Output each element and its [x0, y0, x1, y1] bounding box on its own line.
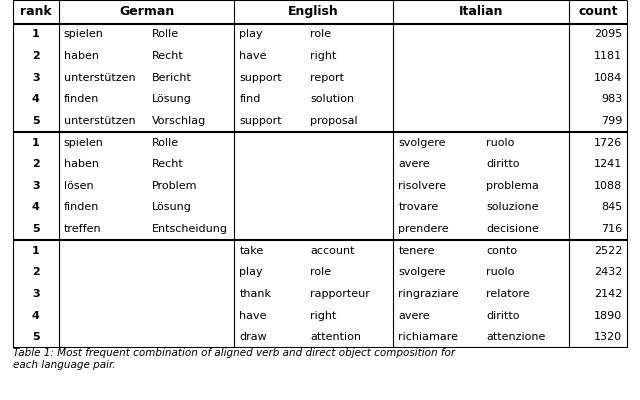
Text: 845: 845: [601, 202, 622, 212]
Text: problema: problema: [486, 181, 539, 191]
Text: Rolle: Rolle: [152, 138, 179, 148]
Text: 799: 799: [601, 116, 622, 126]
Text: 4: 4: [32, 310, 40, 320]
Text: Recht: Recht: [152, 159, 184, 169]
Text: support: support: [239, 116, 282, 126]
Text: play: play: [239, 30, 263, 40]
Text: attention: attention: [310, 332, 362, 342]
Text: diritto: diritto: [486, 159, 520, 169]
Text: haben: haben: [64, 51, 99, 61]
Text: solution: solution: [310, 94, 355, 104]
Text: play: play: [239, 267, 263, 277]
Text: Vorschlag: Vorschlag: [152, 116, 206, 126]
Text: 2432: 2432: [594, 267, 622, 277]
Text: rank: rank: [20, 5, 52, 18]
Text: Table 1: Most frequent combination of aligned verb and direct object composition: Table 1: Most frequent combination of al…: [13, 348, 455, 370]
Text: relatore: relatore: [486, 289, 530, 299]
Text: find: find: [239, 94, 261, 104]
Text: ringraziare: ringraziare: [398, 289, 459, 299]
Text: 1890: 1890: [594, 310, 622, 320]
Text: right: right: [310, 310, 337, 320]
Text: attenzione: attenzione: [486, 332, 545, 342]
Text: spielen: spielen: [64, 30, 104, 40]
Text: 3: 3: [32, 73, 40, 83]
Text: 1: 1: [32, 246, 40, 256]
Text: 5: 5: [32, 332, 40, 342]
Text: account: account: [310, 246, 355, 256]
Text: Lösung: Lösung: [152, 94, 191, 104]
Text: Rolle: Rolle: [152, 30, 179, 40]
Text: proposal: proposal: [310, 116, 358, 126]
Text: 983: 983: [601, 94, 622, 104]
Text: avere: avere: [398, 310, 430, 320]
Text: trovare: trovare: [398, 202, 438, 212]
Text: spielen: spielen: [64, 138, 104, 148]
Text: tenere: tenere: [398, 246, 435, 256]
Text: Recht: Recht: [152, 51, 184, 61]
Text: 5: 5: [32, 224, 40, 234]
Text: have: have: [239, 310, 267, 320]
Text: svolgere: svolgere: [398, 267, 446, 277]
Text: 1: 1: [32, 138, 40, 148]
Text: ruolo: ruolo: [486, 267, 515, 277]
Text: 1181: 1181: [594, 51, 622, 61]
Text: richiamare: richiamare: [398, 332, 458, 342]
Text: finden: finden: [64, 94, 99, 104]
Text: treffen: treffen: [64, 224, 102, 234]
Text: 2522: 2522: [594, 246, 622, 256]
Text: ruolo: ruolo: [486, 138, 515, 148]
Text: draw: draw: [239, 332, 267, 342]
Text: 2: 2: [32, 267, 40, 277]
Text: avere: avere: [398, 159, 430, 169]
Text: 3: 3: [32, 181, 40, 191]
Text: 1241: 1241: [594, 159, 622, 169]
Text: role: role: [310, 267, 332, 277]
Text: support: support: [239, 73, 282, 83]
Text: 1: 1: [32, 30, 40, 40]
Text: Lösung: Lösung: [152, 202, 191, 212]
Text: 2: 2: [32, 159, 40, 169]
Text: 5: 5: [32, 116, 40, 126]
Text: soluzione: soluzione: [486, 202, 538, 212]
Text: 1084: 1084: [594, 73, 622, 83]
Text: thank: thank: [239, 289, 271, 299]
Text: 716: 716: [601, 224, 622, 234]
Text: diritto: diritto: [486, 310, 520, 320]
Text: 2142: 2142: [594, 289, 622, 299]
Text: Entscheidung: Entscheidung: [152, 224, 228, 234]
Text: 1088: 1088: [594, 181, 622, 191]
Text: report: report: [310, 73, 344, 83]
Text: 4: 4: [32, 202, 40, 212]
Text: lösen: lösen: [64, 181, 93, 191]
Text: 3: 3: [32, 289, 40, 299]
Text: 4: 4: [32, 94, 40, 104]
Text: conto: conto: [486, 246, 517, 256]
Text: decisione: decisione: [486, 224, 539, 234]
Text: 2095: 2095: [594, 30, 622, 40]
Text: svolgere: svolgere: [398, 138, 446, 148]
Text: 1726: 1726: [594, 138, 622, 148]
Text: prendere: prendere: [398, 224, 449, 234]
Text: rapporteur: rapporteur: [310, 289, 371, 299]
Text: unterstützen: unterstützen: [64, 73, 136, 83]
Text: count: count: [578, 5, 618, 18]
Text: German: German: [119, 5, 174, 18]
Text: English: English: [289, 5, 339, 18]
Text: Bericht: Bericht: [152, 73, 191, 83]
Text: Problem: Problem: [152, 181, 197, 191]
Text: right: right: [310, 51, 337, 61]
Text: 1320: 1320: [594, 332, 622, 342]
Text: unterstützen: unterstützen: [64, 116, 136, 126]
Text: take: take: [239, 246, 264, 256]
Text: risolvere: risolvere: [398, 181, 446, 191]
Text: 2: 2: [32, 51, 40, 61]
Text: haben: haben: [64, 159, 99, 169]
Text: Italian: Italian: [459, 5, 503, 18]
Text: role: role: [310, 30, 332, 40]
Text: have: have: [239, 51, 267, 61]
Text: finden: finden: [64, 202, 99, 212]
